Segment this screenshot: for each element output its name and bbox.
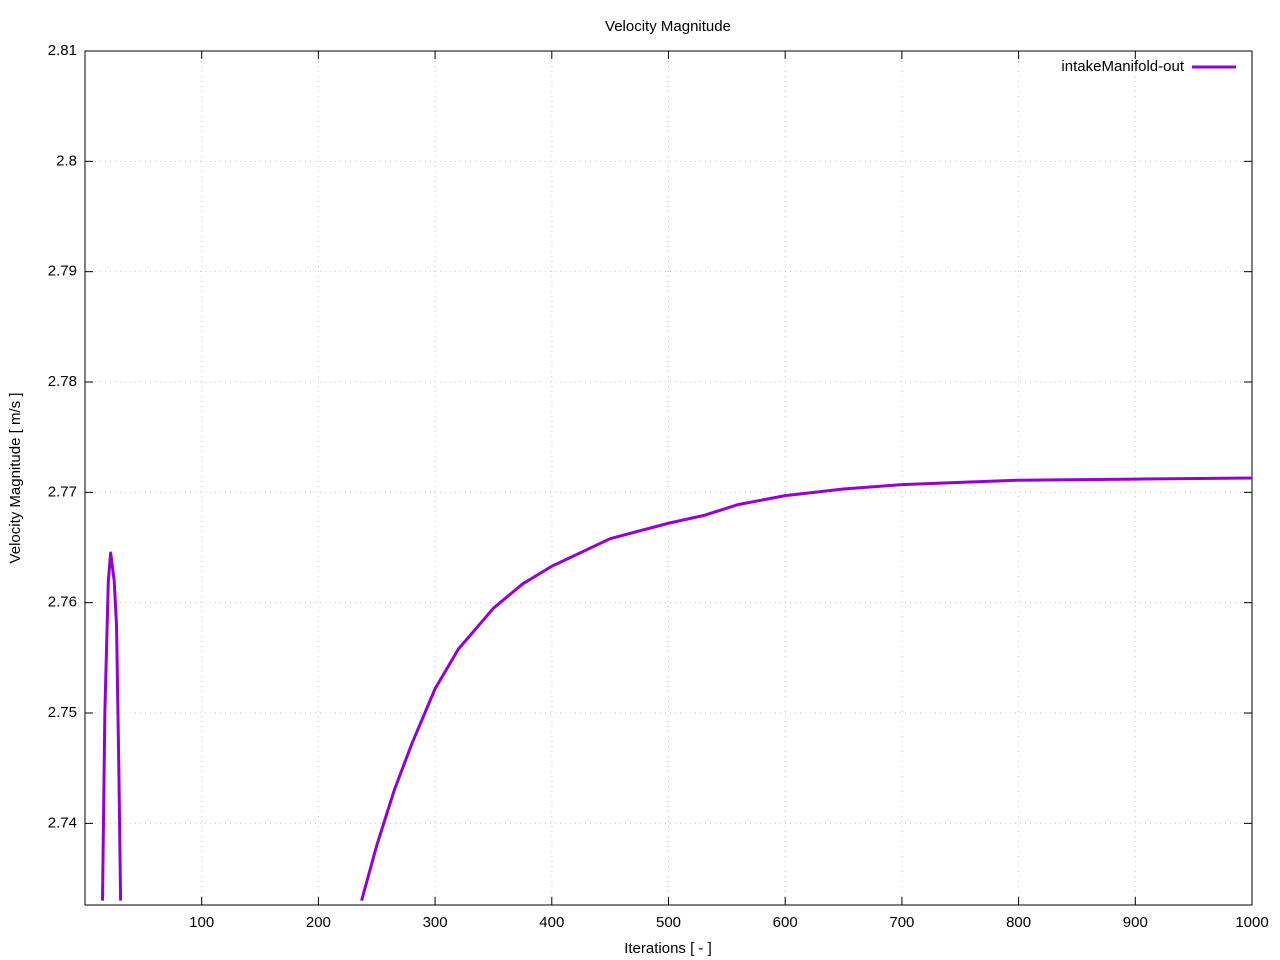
y-tick-label: 2.74 (48, 814, 77, 831)
x-tick-label: 400 (539, 914, 564, 931)
x-tick-label: 600 (773, 914, 798, 931)
x-tick-label: 500 (656, 914, 681, 931)
y-tick-label: 2.78 (48, 373, 77, 390)
y-axis-title: Velocity Magnitude [ m/s ] (7, 393, 24, 564)
y-tick-label: 2.75 (48, 704, 77, 721)
y-tick-label: 2.76 (48, 594, 77, 611)
y-tick-label: 2.79 (48, 263, 77, 280)
y-tick-label: 2.77 (48, 483, 77, 500)
x-axis-title: Iterations [ - ] (624, 940, 712, 957)
chart-title: Velocity Magnitude (605, 18, 731, 35)
x-tick-label: 900 (1123, 914, 1148, 931)
x-tick-label: 200 (306, 914, 331, 931)
legend-label: intakeManifold-out (1061, 58, 1184, 75)
x-tick-label: 1000 (1235, 914, 1268, 931)
y-tick-label: 2.8 (56, 152, 77, 169)
x-tick-label: 800 (1006, 914, 1031, 931)
x-tick-label: 100 (189, 914, 214, 931)
y-tick-label: 2.81 (48, 42, 77, 59)
x-tick-label: 300 (423, 914, 448, 931)
x-tick-label: 700 (889, 914, 914, 931)
data-line (101, 476, 1252, 901)
